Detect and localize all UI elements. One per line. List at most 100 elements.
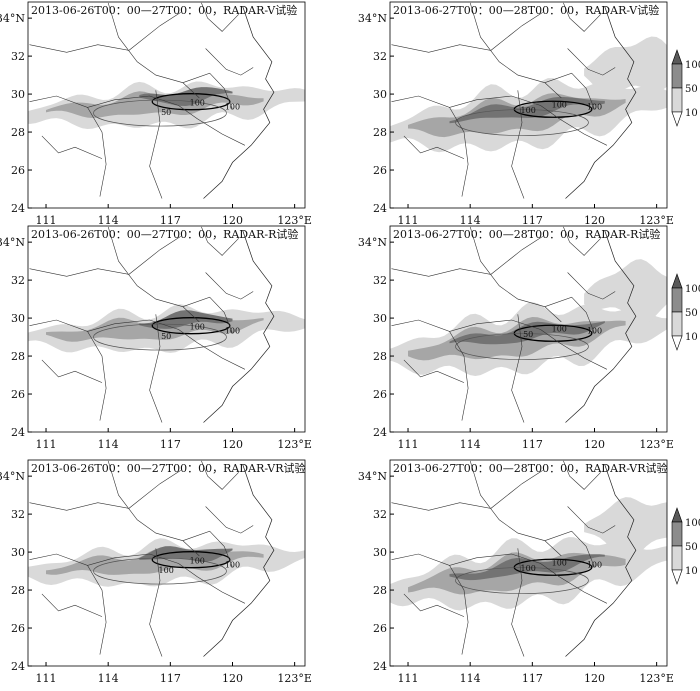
contour-label: 100: [225, 560, 240, 569]
province-border: [544, 72, 595, 110]
x-tick-label: 123°E: [277, 438, 312, 451]
colorbar-cap: [671, 49, 683, 65]
y-tick-label: 32: [11, 274, 25, 287]
rain-contour: [513, 324, 593, 342]
contour-label: 50: [161, 108, 171, 117]
y-tick-label: 30: [373, 312, 387, 325]
coastline: [565, 230, 637, 423]
contour-label: 50: [161, 332, 171, 341]
rain-contour: [151, 317, 231, 335]
y-tick-label: 26: [11, 388, 25, 401]
y-tick-label: 24: [373, 426, 387, 439]
x-tick-label: 123°E: [277, 672, 312, 685]
colorbar-segment: [671, 63, 683, 89]
colorbar-label: 100: [685, 284, 700, 295]
colorbar-label: 10: [685, 108, 698, 119]
contour-label: 100: [225, 102, 240, 111]
province-border: [511, 90, 525, 199]
rain-contour: [513, 558, 593, 576]
y-tick-label: 28: [373, 126, 387, 139]
y-tick-label: 30: [11, 88, 25, 101]
panel-title: 2013-06-26T00：00—27T00：00，RADAR-R试验: [31, 227, 298, 241]
precip-area: [449, 321, 605, 345]
colorbar-cap: [671, 111, 683, 127]
y-tick-label: 32: [11, 508, 25, 521]
map-body: 100 100 50: [28, 226, 305, 432]
rain-contour: [455, 567, 589, 594]
x-tick-label: 117: [160, 438, 181, 451]
x-tick-label: 111: [398, 438, 419, 451]
contour-label: 100: [225, 326, 240, 335]
province-border: [29, 319, 246, 370]
precip-area: [584, 497, 667, 561]
contour-label: 100: [587, 102, 602, 111]
contour-label: 100: [190, 98, 205, 107]
province-border: [391, 553, 608, 604]
province-border: [149, 90, 163, 199]
contour-label: 100: [521, 564, 536, 573]
province-border: [29, 470, 181, 511]
province-border: [201, 460, 239, 490]
y-tick-label: 34°N: [0, 236, 25, 249]
colorbar-cap: [671, 507, 683, 523]
colorbar-label: 50: [685, 308, 698, 319]
map-panel: 100 100 100 2013-06-26T00：00—27T00：00，RADAR…: [0, 459, 312, 685]
panel-frame: [389, 459, 668, 667]
y-tick-label: 32: [373, 508, 387, 521]
contour-label: 100: [190, 556, 205, 565]
rain-contour: [93, 323, 227, 351]
province-border: [391, 236, 543, 277]
x-tick-label: 123°E: [639, 672, 674, 685]
province-border: [449, 331, 469, 421]
x-tick-label: 120: [584, 438, 605, 451]
province-border: [449, 107, 469, 197]
panel-frame: [389, 225, 668, 433]
coastline: [565, 464, 637, 657]
x-tick-label: 117: [522, 214, 543, 227]
map-body: 100 100 50: [28, 2, 305, 208]
x-tick-label: 111: [398, 214, 419, 227]
precip-area: [584, 259, 667, 325]
map-panel: 100 100 50 2013-06-26T00：00—27T00：00，RADAR-…: [0, 225, 312, 451]
y-tick-label: 30: [373, 546, 387, 559]
y-tick-label: 26: [11, 164, 25, 177]
x-tick-label: 114: [98, 672, 119, 685]
y-tick-label: 28: [11, 126, 25, 139]
colorbar-label: 50: [685, 542, 698, 553]
province-border: [29, 95, 246, 146]
contour-label: 50: [523, 330, 533, 339]
province-border: [149, 548, 163, 657]
colorbar-segment: [671, 87, 683, 113]
map-panel: 100 100 100 2013-06-27T00：00—28T00：00，RADAR…: [358, 459, 674, 685]
y-tick-label: 26: [373, 388, 387, 401]
province-border: [201, 2, 239, 32]
x-tick-label: 114: [98, 438, 119, 451]
x-tick-label: 117: [160, 672, 181, 685]
y-tick-label: 24: [11, 426, 25, 439]
precip-area: [449, 554, 605, 581]
province-border: [87, 331, 107, 421]
colorbar: 100 50 10: [671, 507, 700, 585]
y-tick-label: 34°N: [358, 236, 387, 249]
y-tick-label: 28: [11, 584, 25, 597]
rain-contour: [455, 109, 589, 136]
panel-title: 2013-06-27T00：00—28T00：00，RADAR-V试验: [393, 3, 659, 17]
province-border: [544, 530, 595, 568]
contour-label: 100: [521, 106, 536, 115]
x-tick-label: 114: [460, 438, 481, 451]
panel-title: 2013-06-26T00：00—27T00：00，RADAR-V试验: [31, 3, 297, 17]
y-tick-label: 34°N: [0, 12, 25, 25]
precip-area: [584, 36, 667, 97]
province-border: [511, 314, 525, 423]
province-border: [469, 2, 562, 99]
x-tick-label: 114: [460, 214, 481, 227]
province-border: [469, 226, 562, 323]
map-panel: 100 100 100 2013-06-27T00：00—28T00：00，RADAR…: [358, 1, 674, 227]
colorbar-label: 100: [685, 60, 700, 71]
colorbar-cap: [671, 273, 683, 289]
coastline: [203, 464, 275, 657]
contour-label: 100: [190, 322, 205, 331]
panel-title: 2013-06-27T00：00—28T00：00，RADAR-VR试验: [393, 461, 668, 475]
province-border: [567, 272, 616, 300]
